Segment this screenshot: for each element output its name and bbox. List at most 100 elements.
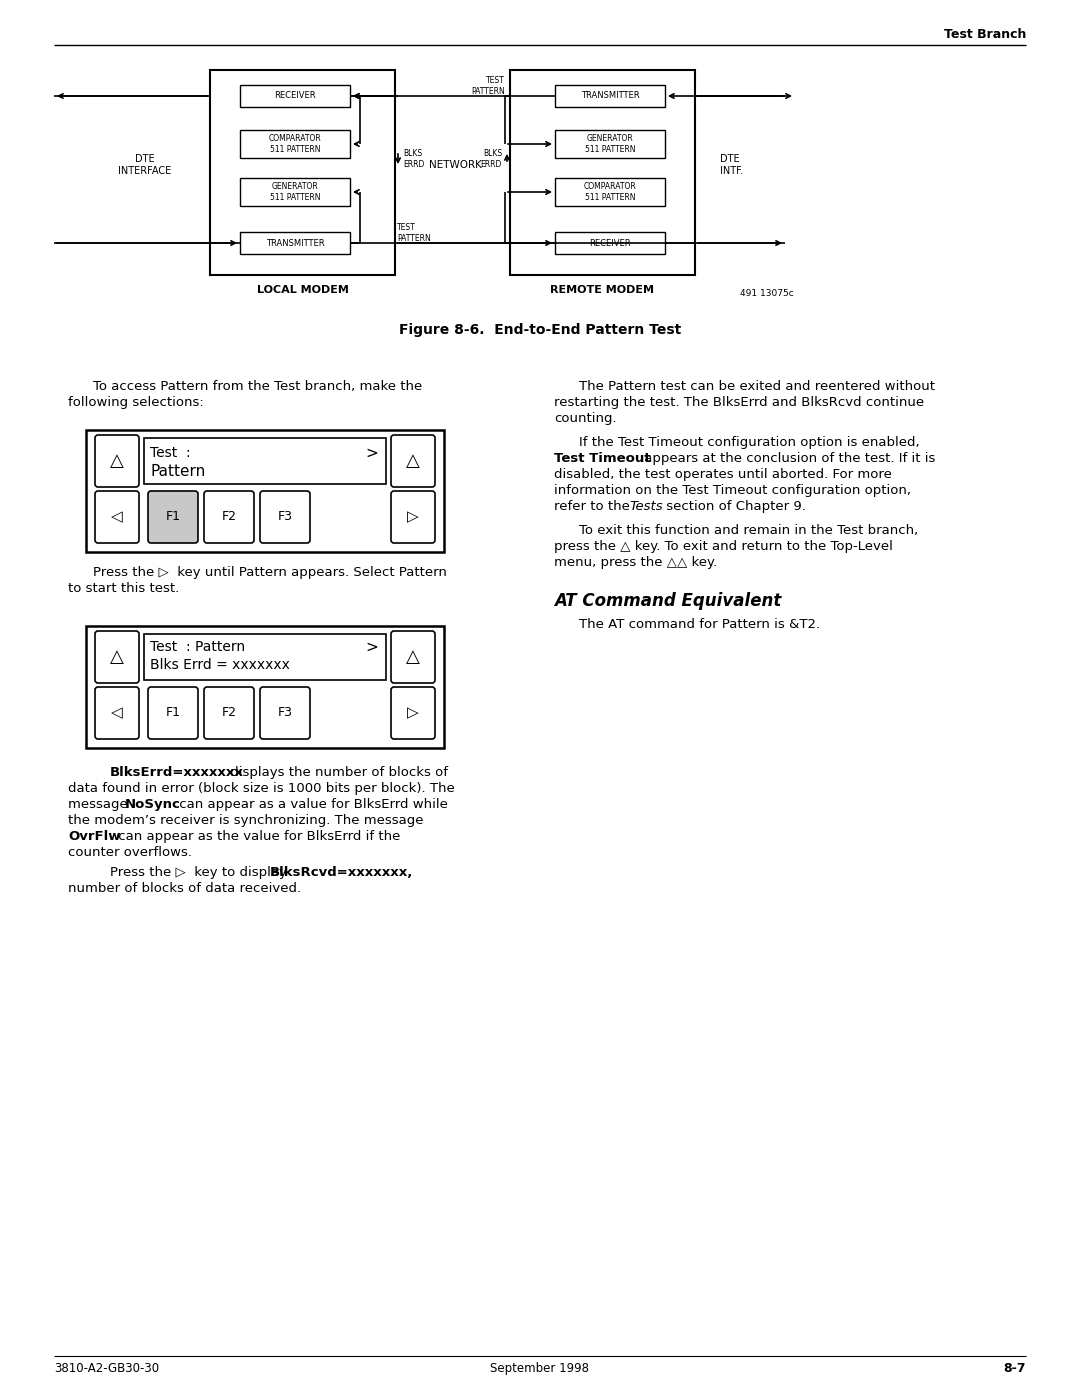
Text: ◁: ◁ — [111, 510, 123, 524]
FancyBboxPatch shape — [555, 177, 665, 205]
FancyBboxPatch shape — [391, 631, 435, 683]
Text: September 1998: September 1998 — [490, 1362, 590, 1375]
Text: NoSync: NoSync — [125, 798, 180, 812]
FancyBboxPatch shape — [555, 232, 665, 254]
Text: Test Timeout: Test Timeout — [554, 453, 650, 465]
FancyBboxPatch shape — [555, 85, 665, 108]
Text: RECEIVER: RECEIVER — [274, 91, 315, 101]
Text: 491 13075c: 491 13075c — [740, 289, 794, 298]
FancyBboxPatch shape — [86, 430, 444, 552]
Text: the modem’s receiver is synchronizing. The message: the modem’s receiver is synchronizing. T… — [68, 814, 423, 827]
Text: ▷: ▷ — [407, 705, 419, 721]
Text: F3: F3 — [278, 707, 293, 719]
FancyBboxPatch shape — [86, 626, 444, 747]
FancyBboxPatch shape — [95, 490, 139, 543]
Text: NETWORK: NETWORK — [429, 161, 482, 170]
Text: GENERATOR
511 PATTERN: GENERATOR 511 PATTERN — [584, 134, 635, 154]
Text: can appear as the value for BlksErrd if the: can appear as the value for BlksErrd if … — [114, 830, 401, 842]
Text: displays the number of blocks of: displays the number of blocks of — [226, 766, 448, 780]
Text: press the △ key. To exit and return to the Top-Level: press the △ key. To exit and return to t… — [554, 541, 893, 553]
Text: If the Test Timeout configuration option is enabled,: If the Test Timeout configuration option… — [579, 436, 920, 448]
FancyBboxPatch shape — [148, 687, 198, 739]
Text: counter overflows.: counter overflows. — [68, 847, 192, 859]
Text: RECEIVER: RECEIVER — [590, 239, 631, 247]
Text: TEST
PATTERN: TEST PATTERN — [471, 77, 505, 96]
Text: △: △ — [406, 648, 420, 666]
FancyBboxPatch shape — [555, 130, 665, 158]
FancyBboxPatch shape — [148, 490, 198, 543]
Text: REMOTE MODEM: REMOTE MODEM — [551, 285, 654, 295]
Text: LOCAL MODEM: LOCAL MODEM — [257, 285, 349, 295]
Text: Pattern: Pattern — [150, 464, 205, 479]
FancyBboxPatch shape — [240, 85, 350, 108]
Text: BlksRcvd=xxxxxxx,: BlksRcvd=xxxxxxx, — [270, 866, 414, 879]
Text: 8-7: 8-7 — [1003, 1362, 1026, 1375]
Text: COMPARATOR
511 PATTERN: COMPARATOR 511 PATTERN — [269, 134, 322, 154]
Text: Press the ▷  key until Pattern appears. Select Pattern: Press the ▷ key until Pattern appears. S… — [93, 566, 447, 578]
FancyBboxPatch shape — [391, 434, 435, 488]
Text: to start this test.: to start this test. — [68, 583, 179, 595]
Text: AT Command Equivalent: AT Command Equivalent — [554, 592, 781, 610]
FancyBboxPatch shape — [210, 70, 395, 275]
Text: menu, press the △△ key.: menu, press the △△ key. — [554, 556, 717, 569]
Text: section of Chapter 9.: section of Chapter 9. — [662, 500, 806, 513]
Text: Blks Errd = xxxxxxx: Blks Errd = xxxxxxx — [150, 658, 289, 672]
Text: Press the ▷  key to display: Press the ▷ key to display — [110, 866, 292, 879]
Text: TEST
PATTERN: TEST PATTERN — [397, 224, 431, 243]
Text: DTE
INTF.: DTE INTF. — [720, 154, 743, 176]
Text: restarting the test. The BlksErrd and BlksRcvd continue: restarting the test. The BlksErrd and Bl… — [554, 395, 924, 409]
Text: refer to the: refer to the — [554, 500, 634, 513]
FancyBboxPatch shape — [240, 130, 350, 158]
FancyBboxPatch shape — [240, 177, 350, 205]
Text: >: > — [365, 640, 378, 655]
FancyBboxPatch shape — [510, 70, 696, 275]
Text: ◁: ◁ — [111, 705, 123, 721]
Text: To exit this function and remain in the Test branch,: To exit this function and remain in the … — [579, 524, 918, 536]
Text: appears at the conclusion of the test. If it is: appears at the conclusion of the test. I… — [640, 453, 935, 465]
Text: The Pattern test can be exited and reentered without: The Pattern test can be exited and reent… — [579, 380, 935, 393]
Text: disabled, the test operates until aborted. For more: disabled, the test operates until aborte… — [554, 468, 892, 481]
Text: TRANSMITTER: TRANSMITTER — [581, 91, 639, 101]
Text: △: △ — [110, 648, 124, 666]
Text: Test  :: Test : — [150, 446, 191, 460]
Text: COMPARATOR
511 PATTERN: COMPARATOR 511 PATTERN — [583, 182, 636, 201]
Text: Test Branch: Test Branch — [944, 28, 1026, 41]
Text: F1: F1 — [165, 707, 180, 719]
Text: △: △ — [110, 453, 124, 469]
Text: ▷: ▷ — [407, 510, 419, 524]
Text: TRANSMITTER: TRANSMITTER — [266, 239, 324, 247]
Text: F3: F3 — [278, 510, 293, 524]
Text: following selections:: following selections: — [68, 395, 204, 409]
Text: >: > — [365, 446, 378, 461]
Text: F1: F1 — [165, 510, 180, 524]
Text: 3810-A2-GB30-30: 3810-A2-GB30-30 — [54, 1362, 159, 1375]
Text: data found in error (block size is 1000 bits per block). The: data found in error (block size is 1000 … — [68, 782, 455, 795]
Text: BlksErrd=xxxxxxx: BlksErrd=xxxxxxx — [110, 766, 244, 780]
Text: DTE
INTERFACE: DTE INTERFACE — [119, 154, 172, 176]
Text: Figure 8-6.  End-to-End Pattern Test: Figure 8-6. End-to-End Pattern Test — [399, 323, 681, 337]
Text: Tests: Tests — [629, 500, 663, 513]
Text: information on the Test Timeout configuration option,: information on the Test Timeout configur… — [554, 483, 912, 497]
Text: OvrFlw: OvrFlw — [68, 830, 121, 842]
Text: F2: F2 — [221, 707, 237, 719]
FancyBboxPatch shape — [144, 634, 386, 680]
Text: F2: F2 — [221, 510, 237, 524]
Text: BLKS
ERRD: BLKS ERRD — [403, 149, 424, 169]
FancyBboxPatch shape — [95, 434, 139, 488]
FancyBboxPatch shape — [391, 490, 435, 543]
FancyBboxPatch shape — [204, 490, 254, 543]
Text: can appear as a value for BlksErrd while: can appear as a value for BlksErrd while — [175, 798, 448, 812]
FancyBboxPatch shape — [144, 439, 386, 483]
FancyBboxPatch shape — [260, 687, 310, 739]
Text: To access Pattern from the Test branch, make the: To access Pattern from the Test branch, … — [93, 380, 422, 393]
FancyBboxPatch shape — [391, 687, 435, 739]
FancyBboxPatch shape — [95, 687, 139, 739]
FancyBboxPatch shape — [95, 631, 139, 683]
Text: number of blocks of data received.: number of blocks of data received. — [68, 882, 301, 895]
Text: counting.: counting. — [554, 412, 617, 425]
Text: GENERATOR
511 PATTERN: GENERATOR 511 PATTERN — [270, 182, 321, 201]
Text: Test  : Pattern: Test : Pattern — [150, 640, 245, 654]
FancyBboxPatch shape — [240, 232, 350, 254]
FancyBboxPatch shape — [204, 687, 254, 739]
Text: BLKS
ERRD: BLKS ERRD — [481, 149, 502, 169]
